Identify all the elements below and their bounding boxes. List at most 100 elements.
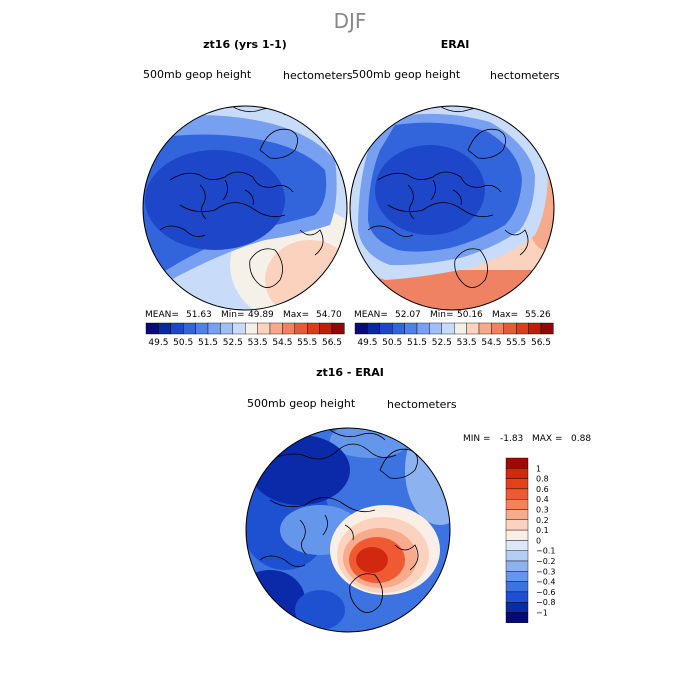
colorbar-model-tick-label: 49.5: [148, 338, 168, 348]
colorbar-diff-tick-label: −0.1: [536, 547, 555, 556]
colorbar-diff-tick-label: 0.4: [536, 495, 549, 504]
colorbar-diff-swatch: [505, 488, 529, 500]
colorbar-diff-tick-label: 0.8: [536, 475, 549, 484]
units-label-erai: hectometers: [490, 69, 560, 82]
max-label-erai: Max=: [492, 310, 518, 320]
colorbar-model-swatch: [307, 322, 320, 335]
mean-value-model: 51.63: [186, 310, 212, 320]
colorbar-erai-tick-label: 50.5: [382, 338, 402, 348]
min-label-model: Min=: [221, 310, 245, 320]
mean-label-erai: MEAN=: [354, 310, 388, 320]
polar-map-model: [143, 106, 347, 310]
colorbar-erai-swatch: [367, 322, 380, 335]
colorbar-diff-swatch: [505, 571, 529, 582]
min-label-erai: Min=: [430, 310, 454, 320]
variable-label-model: 500mb geop height: [143, 68, 252, 81]
colorbar-diff-tick-label: 0.6: [536, 485, 549, 494]
colorbar-erai-swatch: [478, 322, 492, 335]
panel-title-erai: ERAI: [441, 38, 470, 51]
colorbar-erai-swatch: [454, 322, 467, 335]
colorbar-diff-swatch: [505, 550, 529, 562]
colorbar-erai-swatch: [416, 322, 430, 335]
colorbar-model-swatch: [331, 322, 345, 335]
colorbar-model-swatch: [257, 322, 271, 335]
colorbar-diff-swatch: [505, 602, 529, 613]
colorbar-model-swatch: [145, 322, 159, 335]
stats-erai: MEAN= 52.07 Min= 50.16 Max= 55.26: [354, 310, 551, 320]
colorbar-model-swatch: [158, 322, 171, 335]
mean-label-model: MEAN=: [145, 310, 179, 320]
panel-title-model: zt16 (yrs 1-1): [203, 38, 287, 51]
colorbar-model-tick-label: 52.5: [223, 338, 243, 348]
colorbar-model-swatch: [195, 322, 209, 335]
min-value-model: 49.89: [248, 310, 274, 320]
colorbar-diff-swatch: [505, 457, 529, 469]
units-label-model: hectometers: [283, 69, 353, 82]
max-label-model: Max=: [283, 310, 309, 320]
colorbar-model-tick-label: 56.5: [322, 338, 342, 348]
figure-title: DJF: [334, 9, 367, 33]
colorbar-model-tick-label: 51.5: [198, 338, 218, 348]
colorbar-erai-swatch: [491, 322, 504, 335]
colorbar-diff-tick-label: 1: [536, 464, 541, 473]
panel-diff: zt16 - ERAI 500mb geop height hectometer…: [245, 366, 591, 633]
colorbar-model-swatch: [220, 322, 233, 335]
colorbar-erai-swatch: [540, 322, 554, 335]
colorbar-erai-tick-label: 53.5: [457, 338, 477, 348]
min-label-diff: MIN =: [463, 434, 491, 444]
colorbar-diff-swatch: [505, 612, 529, 624]
colorbar-erai-tick-label: 52.5: [432, 338, 452, 348]
colorbar-model-swatch: [182, 322, 196, 335]
colorbar-erai-tick-label: 54.5: [481, 338, 501, 348]
colorbar-erai-swatch: [429, 322, 442, 335]
colorbar-model-swatch: [232, 322, 246, 335]
colorbar-diff-swatch: [505, 540, 529, 551]
colorbar-diff-swatch: [505, 478, 529, 490]
colorbar-erai-swatch: [404, 322, 418, 335]
colorbar-diff-tick-label: −0.6: [536, 588, 555, 597]
colorbar-model-swatch: [282, 322, 295, 335]
colorbar-erai-tick-label: 51.5: [407, 338, 427, 348]
colorbar-erai-swatch: [392, 322, 405, 335]
colorbar-diff-tick-label: −0.2: [536, 557, 555, 566]
panel-model: zt16 (yrs 1-1) 500mb geop height hectome…: [142, 38, 353, 348]
stats-diff: MIN = -1.83 MAX = 0.88: [463, 434, 591, 444]
stats-model: MEAN= 51.63 Min= 49.89 Max= 54.70: [145, 310, 342, 320]
colorbar-erai-tick-label: 55.5: [506, 338, 526, 348]
max-value-erai: 55.26: [525, 310, 551, 320]
colorbar-model-swatch: [170, 322, 184, 335]
colorbar-diff-tick-label: 0: [536, 536, 541, 545]
variable-label-diff: 500mb geop height: [247, 397, 356, 410]
max-value-model: 54.70: [316, 310, 342, 320]
colorbar-erai-tick-label: 56.5: [531, 338, 551, 348]
colorbar-diff: 1 0.80.60.4 0.30.20.10 −0.1−0.2−0.3 −0.4−0.6…: [505, 457, 555, 624]
colorbar-diff-swatch: [505, 529, 529, 541]
colorbar-erai-tick-label: 49.5: [357, 338, 377, 348]
colorbar-diff-tick-label: −0.3: [536, 567, 555, 576]
colorbar-erai-swatch: [441, 322, 455, 335]
colorbar-model-swatch: [319, 322, 333, 335]
max-label-diff: MAX =: [532, 434, 563, 444]
colorbar-diff-tick-label: 0.1: [536, 526, 549, 535]
colorbar-diff-swatch: [505, 519, 529, 531]
colorbar-erai-swatch: [528, 322, 542, 335]
colorbar-erai-swatch: [516, 322, 529, 335]
colorbar-diff-tick-label: −1: [536, 609, 548, 618]
min-value-erai: 50.16: [457, 310, 483, 320]
panel-erai: ERAI 500mb geop height hectometers: [349, 38, 560, 348]
units-label-diff: hectometers: [387, 398, 457, 411]
polar-map-erai: [350, 106, 554, 310]
colorbar-diff-swatch: [505, 560, 529, 572]
mean-value-erai: 52.07: [395, 310, 421, 320]
colorbar-diff-swatch: [505, 499, 529, 510]
max-value-diff: 0.88: [571, 434, 591, 444]
colorbar-diff-tick-label: −0.4: [536, 578, 555, 587]
colorbar-model-swatch: [244, 322, 258, 335]
colorbar-erai-swatch: [379, 322, 393, 335]
colorbar-erai: 49.5 50.5 51.5 52.5 53.5 54.5 55.5 56.5: [354, 322, 554, 348]
colorbar-erai-swatch: [503, 322, 517, 335]
colorbar-diff-swatch: [505, 591, 529, 603]
colorbar-diff-tick-label: −0.8: [536, 598, 555, 607]
polar-map-diff: [246, 428, 450, 632]
